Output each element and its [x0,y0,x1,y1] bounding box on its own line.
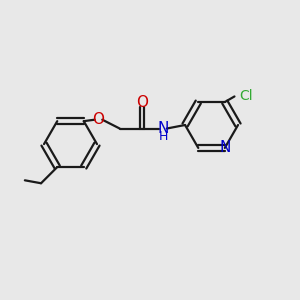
Text: H: H [158,130,168,143]
Text: N: N [219,140,230,155]
Text: O: O [136,95,148,110]
Text: O: O [92,112,104,127]
Text: N: N [157,121,169,136]
Text: Cl: Cl [239,89,253,103]
